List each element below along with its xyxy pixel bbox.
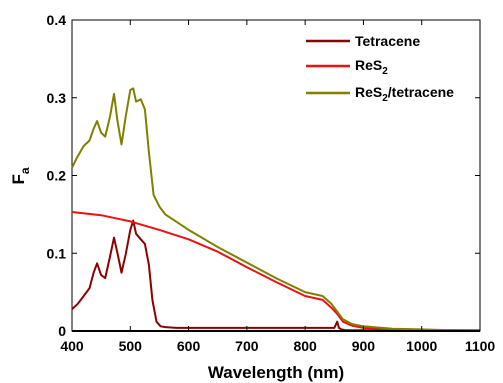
y-axis: 0 0.1 0.2 0.3 0.4 (47, 12, 480, 339)
x-tick-label-700: 700 (235, 338, 259, 354)
series-layer (71, 87, 481, 332)
x-axis-title: Wavelength (nm) (208, 363, 344, 382)
legend-label-res2-tetracene-main: ReS (355, 84, 382, 100)
legend-label-res2: ReS2 (355, 57, 388, 77)
y-tick-label-0: 0 (58, 323, 66, 339)
legend-label-res2-tetracene-sub: 2 (382, 93, 388, 104)
legend-label-res2-tetracene: ReS2/tetracene (355, 84, 454, 104)
x-tick-label-500: 500 (119, 338, 143, 354)
x-tick-label-400: 400 (60, 338, 84, 354)
legend-label-res2-tetracene-suffix: /tetracene (388, 84, 454, 100)
legend-label-res2-main: ReS (355, 57, 382, 73)
x-tick-label-1000: 1000 (406, 338, 437, 354)
y-tick-label-0.3: 0.3 (47, 90, 67, 106)
x-tick-label-600: 600 (177, 338, 201, 354)
y-axis-title-main: F (9, 174, 28, 184)
y-axis-title-sub: a (18, 167, 32, 174)
x-axis: 400 500 600 700 800 900 1000 1100 (60, 20, 495, 354)
y-axis-title: Fa (9, 167, 32, 184)
x-tick-label-800: 800 (293, 338, 317, 354)
plot-area (71, 19, 481, 332)
series-line-2-res2-tetracene (71, 87, 481, 332)
y-tick-label-0.1: 0.1 (47, 245, 67, 261)
series-line-0-tetracene (71, 219, 480, 332)
legend: Tetracene ReS2 ReS2/tetracene (306, 33, 454, 104)
x-tick-label-900: 900 (352, 338, 376, 354)
legend-label-tetracene: Tetracene (355, 33, 420, 49)
legend-label-res2-sub: 2 (382, 66, 388, 77)
y-tick-label-0.2: 0.2 (47, 168, 67, 184)
y-tick-label-0.4: 0.4 (47, 12, 67, 28)
x-tick-label-1100: 1100 (465, 338, 496, 354)
